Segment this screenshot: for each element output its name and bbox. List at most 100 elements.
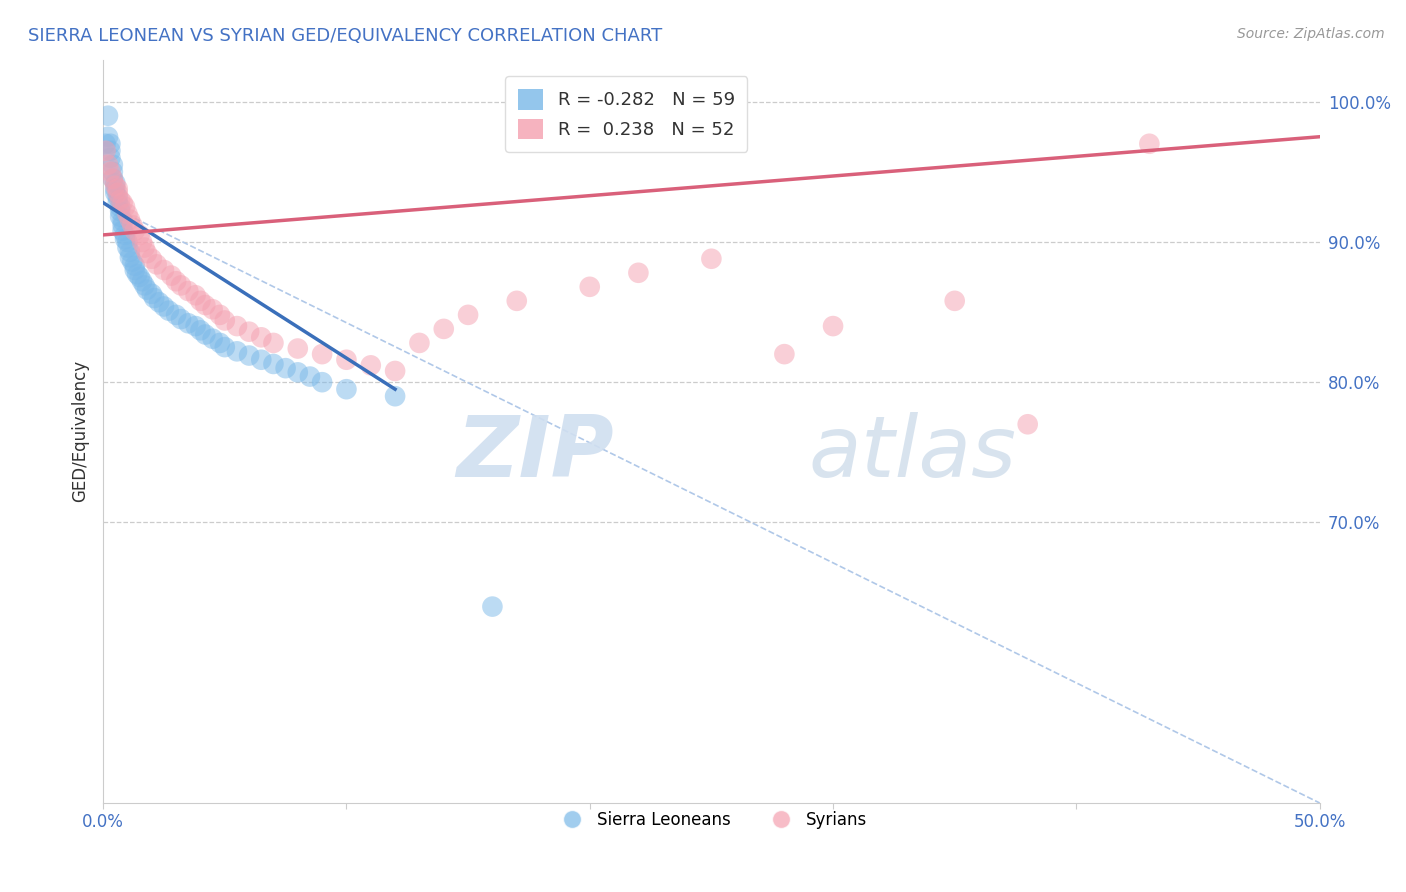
Text: 0.0%: 0.0% (82, 813, 124, 830)
Text: ZIP: ZIP (457, 412, 614, 495)
Text: Source: ZipAtlas.com: Source: ZipAtlas.com (1237, 27, 1385, 41)
Point (117, 241, 139, 255)
Point (117, 235, 139, 249)
Point (201, 302, 224, 317)
Point (160, 268, 183, 283)
Point (226, 319, 249, 334)
Point (121, 254, 143, 268)
Point (145, 257, 167, 271)
Point (134, 278, 156, 293)
Point (114, 232, 136, 246)
Point (700, 252, 723, 266)
Point (114, 200, 136, 214)
Point (108, 193, 131, 207)
Point (194, 298, 217, 312)
Point (117, 207, 139, 221)
Point (214, 313, 236, 327)
Point (433, 322, 456, 336)
Point (238, 349, 260, 363)
Point (773, 347, 796, 361)
Point (121, 218, 143, 232)
Point (101, 171, 124, 186)
Point (226, 344, 249, 359)
Point (208, 335, 231, 350)
Point (153, 263, 176, 277)
Point (100, 151, 122, 165)
Point (118, 212, 141, 227)
Point (124, 224, 146, 238)
Point (127, 267, 149, 281)
Point (238, 325, 260, 339)
Point (134, 241, 156, 255)
Point (165, 274, 187, 288)
Point (1137, 136, 1160, 151)
Point (153, 300, 176, 314)
Point (190, 293, 212, 308)
Point (141, 252, 163, 266)
Point (177, 284, 200, 298)
Point (262, 357, 284, 371)
Legend: Sierra Leoneans, Syrians: Sierra Leoneans, Syrians (548, 805, 875, 836)
Point (111, 195, 134, 210)
Point (107, 195, 129, 210)
Point (135, 246, 157, 260)
Point (506, 293, 529, 308)
Point (111, 218, 134, 232)
Point (190, 323, 212, 337)
Text: 50.0%: 50.0% (1294, 813, 1346, 830)
Point (148, 295, 170, 310)
Point (131, 235, 153, 249)
Point (107, 190, 129, 204)
Point (208, 308, 231, 322)
Point (100, 165, 122, 179)
Point (287, 365, 309, 379)
Point (128, 227, 150, 242)
Point (97, 158, 120, 172)
Point (97, 129, 120, 144)
Point (384, 364, 406, 378)
Point (262, 335, 284, 350)
Point (408, 335, 430, 350)
Point (100, 144, 122, 158)
Point (335, 352, 357, 367)
Point (184, 288, 207, 302)
Point (101, 171, 124, 186)
Point (194, 327, 217, 342)
Point (114, 227, 136, 242)
Point (481, 599, 503, 614)
Point (184, 319, 207, 334)
Point (131, 274, 153, 288)
Point (108, 204, 131, 219)
Point (1017, 417, 1039, 432)
Point (177, 316, 200, 330)
Point (94, 144, 117, 158)
Point (201, 332, 224, 346)
Point (157, 303, 180, 318)
Point (250, 330, 273, 344)
Point (104, 176, 127, 190)
Point (335, 382, 357, 396)
Point (170, 312, 193, 326)
Point (128, 270, 150, 285)
Point (97, 109, 120, 123)
Point (118, 251, 141, 265)
Point (101, 158, 124, 172)
Point (111, 224, 134, 238)
Point (100, 136, 122, 151)
Point (311, 347, 333, 361)
Point (627, 266, 650, 280)
Point (821, 319, 844, 334)
Point (104, 181, 127, 195)
Point (107, 186, 129, 200)
Point (578, 280, 600, 294)
Point (108, 200, 131, 214)
Point (457, 308, 479, 322)
Point (111, 214, 134, 228)
Point (943, 293, 966, 308)
Text: SIERRA LEONEAN VS SYRIAN GED/EQUIVALENCY CORRELATION CHART: SIERRA LEONEAN VS SYRIAN GED/EQUIVALENCY… (28, 27, 662, 45)
Point (311, 375, 333, 389)
Point (250, 352, 273, 367)
Point (124, 259, 146, 273)
Point (135, 283, 157, 297)
Point (287, 342, 309, 356)
